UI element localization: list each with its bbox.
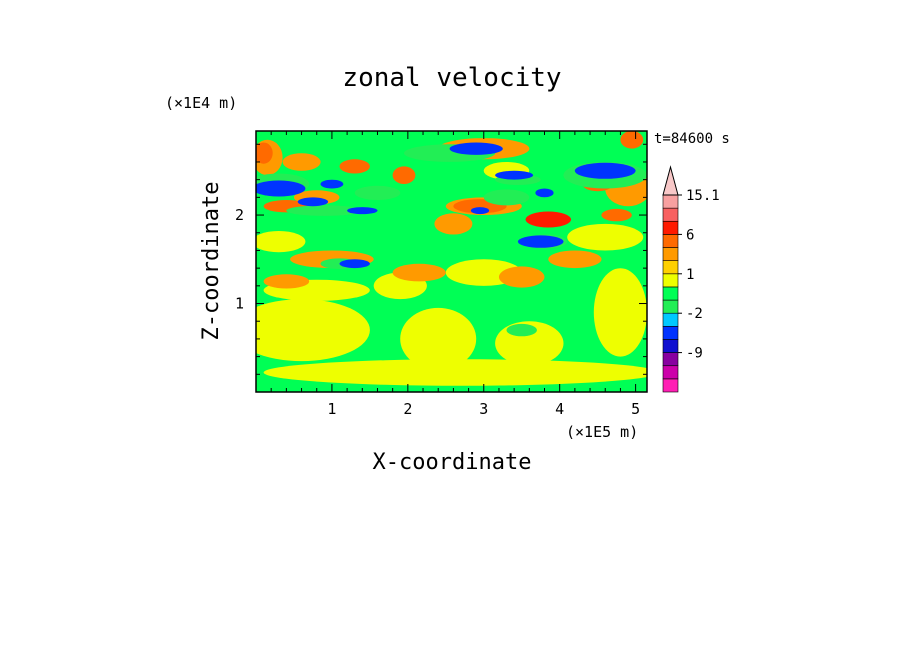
contour-region-9 bbox=[567, 223, 644, 251]
plot-area bbox=[255, 130, 648, 393]
contour-region-48 bbox=[495, 170, 534, 180]
x-tick-label: 4 bbox=[555, 400, 564, 418]
colorbar-box bbox=[662, 352, 679, 367]
contour-region-50 bbox=[574, 162, 636, 179]
colorbar-box bbox=[662, 286, 679, 301]
time-label: t=84600 s bbox=[654, 131, 730, 147]
colorbar-box bbox=[662, 378, 679, 393]
x-tick-label: 1 bbox=[327, 400, 336, 418]
contour-region-47 bbox=[449, 142, 503, 155]
y-axis: 12 bbox=[235, 143, 647, 375]
colorbar-label: 6 bbox=[686, 227, 694, 243]
contour-region-45 bbox=[320, 179, 344, 189]
contour-region-30 bbox=[601, 208, 632, 222]
x-tick-label: 3 bbox=[479, 400, 488, 418]
contour-region-15 bbox=[263, 274, 310, 289]
contour-region-31 bbox=[620, 131, 644, 149]
contour-region-1 bbox=[256, 299, 370, 362]
contour-region-34 bbox=[286, 205, 363, 216]
colorbar-box bbox=[662, 260, 679, 275]
contour-region-16 bbox=[392, 263, 446, 282]
x-tick-label: 2 bbox=[403, 400, 412, 418]
contour-field bbox=[256, 131, 647, 392]
colorbar-arrow bbox=[662, 165, 679, 196]
contour-region-3 bbox=[400, 307, 477, 370]
contour-region-42 bbox=[256, 180, 306, 197]
colorbar-label: -2 bbox=[686, 306, 703, 322]
contour-region-46 bbox=[347, 207, 378, 215]
contour-region-24 bbox=[256, 142, 273, 164]
y-tick-label: 2 bbox=[235, 206, 244, 224]
colorbar-box bbox=[662, 194, 679, 209]
contour-region-43 bbox=[297, 197, 329, 207]
colorbar-box bbox=[662, 326, 679, 340]
colorbar-label: -9 bbox=[686, 346, 703, 362]
colorbar-box bbox=[662, 220, 679, 235]
contour-region-49 bbox=[517, 235, 564, 248]
contour-region-25 bbox=[339, 159, 370, 174]
contour-region-20 bbox=[498, 266, 545, 288]
x-axis-label: X-coordinate bbox=[373, 450, 532, 475]
colorbar-box bbox=[662, 273, 679, 288]
contour-region-21 bbox=[548, 250, 602, 269]
chart-title: zonal velocity bbox=[342, 63, 561, 93]
colorbar-label: 15.1 bbox=[686, 188, 720, 204]
contour-region-37 bbox=[483, 189, 530, 206]
contour-region-0 bbox=[263, 359, 647, 386]
contour-region-51 bbox=[535, 188, 554, 198]
colorbar-box bbox=[662, 299, 679, 314]
contour-region-28 bbox=[525, 211, 572, 228]
contour-region-6 bbox=[256, 231, 306, 253]
x-axis: 1 2 3 4 5 bbox=[270, 131, 640, 418]
contour-region-11 bbox=[506, 323, 537, 337]
contour-region-44 bbox=[339, 259, 370, 269]
contour-region-35 bbox=[354, 185, 401, 200]
colorbar-box bbox=[662, 365, 679, 380]
y-unit-label: (×1E4 m) bbox=[165, 94, 237, 112]
colorbar-box bbox=[662, 234, 679, 248]
x-unit-label: (×1E5 m) bbox=[566, 423, 638, 441]
contour-region-13 bbox=[282, 153, 321, 171]
colorbar-box bbox=[662, 339, 679, 353]
contour-region-52 bbox=[470, 207, 490, 215]
colorbar-box bbox=[662, 207, 679, 222]
plot-frame bbox=[255, 130, 648, 393]
x-tick-label: 5 bbox=[631, 400, 640, 418]
y-axis-label: Z-coordinate bbox=[199, 182, 224, 341]
colorbar-box bbox=[662, 247, 679, 261]
colorbar-box bbox=[662, 312, 679, 327]
y-tick-label: 1 bbox=[235, 295, 244, 313]
colorbar: 15.1 6 1 -2 -9 bbox=[662, 165, 720, 393]
contour-region-5 bbox=[593, 268, 647, 357]
contour-region-22 bbox=[434, 213, 473, 235]
contour-region-26 bbox=[392, 166, 416, 184]
colorbar-label: 1 bbox=[686, 267, 694, 283]
